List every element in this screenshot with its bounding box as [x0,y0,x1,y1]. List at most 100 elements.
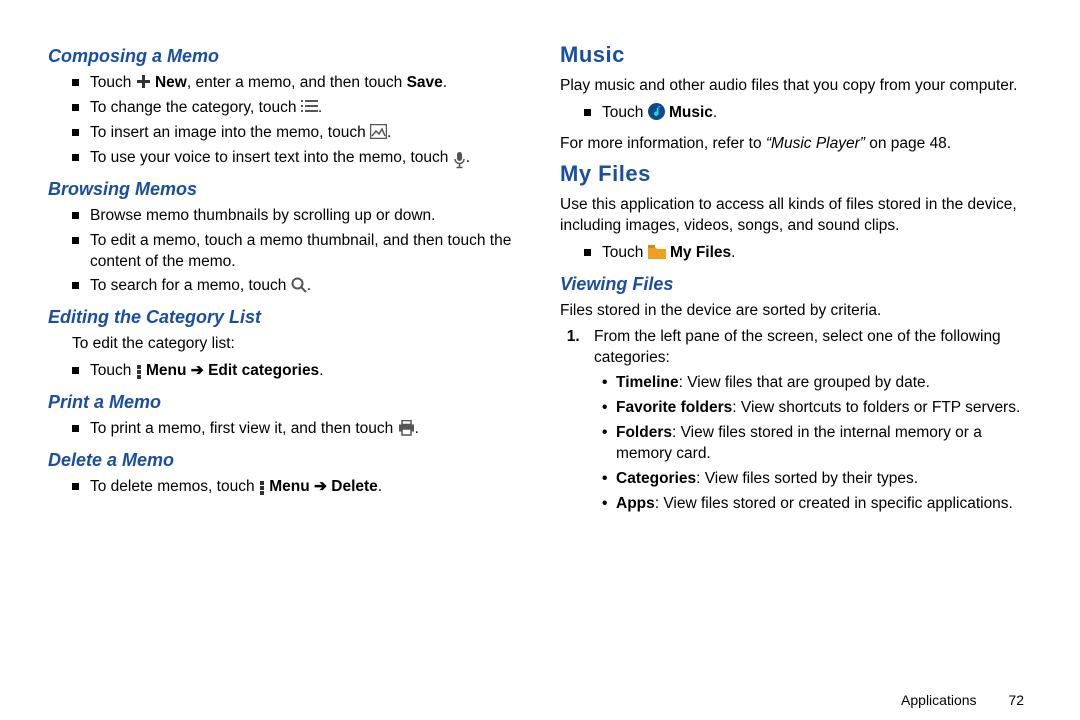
music-app-icon [648,103,665,120]
myfiles-intro: Use this application to access all kinds… [560,195,1032,237]
text: : View shortcuts to folders or FTP serve… [732,399,1020,416]
heading-delete-memo: Delete a Memo [48,450,520,471]
list-item: Favorite folders: View shortcuts to fold… [602,398,1032,419]
text: Touch [90,362,136,379]
text: To insert an image into the memo, touch [90,124,370,141]
heading-music: Music [560,42,1032,68]
text: . [466,149,470,166]
heading-editing-category: Editing the Category List [48,307,520,328]
menu-dots-icon [136,364,142,380]
list-item: Browse memo thumbnails by scrolling up o… [72,206,520,227]
intro-text: To edit the category list: [72,334,520,355]
text-bold: Folders [616,424,672,441]
text: . [378,478,382,495]
manual-page: Composing a Memo Touch New, enter a memo… [0,0,1080,720]
music-ref: For more information, refer to “Music Pl… [560,134,1032,155]
heading-my-files: My Files [560,161,1032,187]
music-list: Touch Music. [560,103,1032,124]
heading-viewing-files: Viewing Files [560,274,1032,295]
text: To print a memo, first view it, and then… [90,420,398,437]
heading-print-memo: Print a Memo [48,392,520,413]
text-bold: Save [407,74,443,91]
mic-icon [453,151,466,169]
list-item: Touch My Files. [584,243,1032,264]
list-item: From the left pane of the screen, select… [584,327,1032,514]
text: To use your voice to insert text into th… [90,149,453,166]
list-item: To insert an image into the memo, touch … [72,123,520,144]
left-column: Composing a Memo Touch New, enter a memo… [48,36,520,700]
footer-page-number: 72 [1008,692,1024,708]
text: Touch [602,244,648,261]
list-item: Apps: View files stored or created in sp… [602,494,1032,515]
myfiles-list: Touch My Files. [560,243,1032,264]
image-icon [370,124,387,139]
list-lines-icon [301,99,318,114]
editing-list: Touch Menu ➔ Edit categories. [48,361,520,382]
viewing-steps: From the left pane of the screen, select… [560,327,1032,514]
browsing-list: Browse memo thumbnails by scrolling up o… [48,206,520,298]
composing-list: Touch New, enter a memo, and then touch … [48,73,520,169]
text: . [318,99,322,116]
text-bold: Apps [616,495,655,512]
arrow-icon: ➔ [310,478,332,495]
list-item: Timeline: View files that are grouped by… [602,373,1032,394]
text-bold: Menu [269,478,309,495]
page-footer: Applications 72 [901,692,1024,708]
list-item: Folders: View files stored in the intern… [602,423,1032,465]
music-intro: Play music and other audio files that yo… [560,76,1032,97]
footer-section: Applications [901,692,977,708]
text-bold: Edit categories [208,362,319,379]
list-item: To delete memos, touch Menu ➔ Delete. [72,477,520,498]
text: For more information, refer to [560,135,766,152]
text: To search for a memo, touch [90,277,291,294]
text-bold: Timeline [616,374,679,391]
text: . [443,74,447,91]
text-bold: New [155,74,187,91]
text-bold: Menu [146,362,186,379]
text: Touch [602,104,648,121]
search-icon [291,277,307,293]
text-bold: Delete [331,478,378,495]
text-bold: Music [669,104,713,121]
text: . [319,362,323,379]
text: . [415,420,419,437]
text: . [731,244,735,261]
list-item: Categories: View files sorted by their t… [602,469,1032,490]
text: . [307,277,311,294]
text: . [713,104,717,121]
text-bold: Categories [616,470,696,487]
category-list: Timeline: View files that are grouped by… [594,373,1032,515]
viewing-intro: Files stored in the device are sorted by… [560,301,1032,322]
text: on page 48. [865,135,951,152]
text: From the left pane of the screen, select… [594,328,1001,366]
menu-dots-icon [259,480,265,496]
list-item: To search for a memo, touch . [72,276,520,297]
text: , enter a memo, and then touch [187,74,407,91]
list-item: Touch Music. [584,103,1032,124]
list-item: Touch Menu ➔ Edit categories. [72,361,520,382]
list-item: To print a memo, first view it, and then… [72,419,520,440]
text: : View files stored or created in specif… [655,495,1013,512]
text-bold: My Files [670,244,731,261]
text: Touch [90,74,136,91]
text: To change the category, touch [90,99,301,116]
heading-browsing-memos: Browsing Memos [48,179,520,200]
right-column: Music Play music and other audio files t… [560,36,1032,700]
list-item: To use your voice to insert text into th… [72,148,520,169]
text: : View files sorted by their types. [696,470,918,487]
heading-composing-memo: Composing a Memo [48,46,520,67]
list-item: To edit a memo, touch a memo thumbnail, … [72,231,520,273]
print-list: To print a memo, first view it, and then… [48,419,520,440]
arrow-icon: ➔ [186,362,208,379]
plus-icon [136,74,151,89]
list-item: To change the category, touch . [72,98,520,119]
delete-list: To delete memos, touch Menu ➔ Delete. [48,477,520,498]
text: . [387,124,391,141]
print-icon [398,420,415,436]
folder-icon [648,245,666,259]
text: To delete memos, touch [90,478,259,495]
text-bold: Favorite folders [616,399,732,416]
text: : View files that are grouped by date. [679,374,930,391]
list-item: Touch New, enter a memo, and then touch … [72,73,520,94]
text-italic: “Music Player” [766,135,865,152]
